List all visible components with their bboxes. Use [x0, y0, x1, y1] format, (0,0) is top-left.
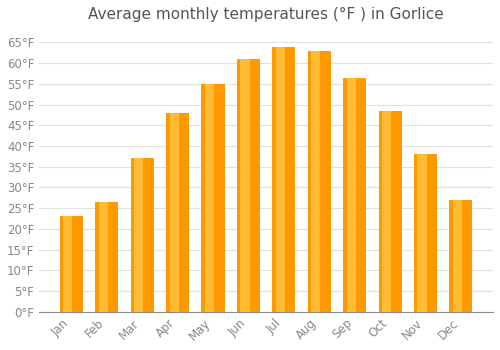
Bar	[346, 78, 356, 312]
Bar	[64, 217, 72, 312]
Bar	[95, 202, 118, 312]
Bar	[414, 154, 437, 312]
Bar	[202, 84, 224, 312]
Bar	[272, 47, 295, 312]
Bar	[134, 159, 143, 312]
Bar	[311, 51, 320, 312]
Bar	[170, 113, 178, 312]
Bar	[378, 111, 402, 312]
Bar	[343, 78, 366, 312]
Bar	[453, 200, 462, 312]
Bar	[450, 200, 472, 312]
Bar	[276, 47, 285, 312]
Bar	[308, 51, 331, 312]
Bar	[240, 59, 250, 312]
Bar	[382, 111, 391, 312]
Bar	[98, 202, 108, 312]
Bar	[130, 159, 154, 312]
Bar	[166, 113, 189, 312]
Title: Average monthly temperatures (°F ) in Gorlice: Average monthly temperatures (°F ) in Go…	[88, 7, 444, 22]
Bar	[60, 217, 83, 312]
Bar	[205, 84, 214, 312]
Bar	[418, 154, 426, 312]
Bar	[237, 59, 260, 312]
